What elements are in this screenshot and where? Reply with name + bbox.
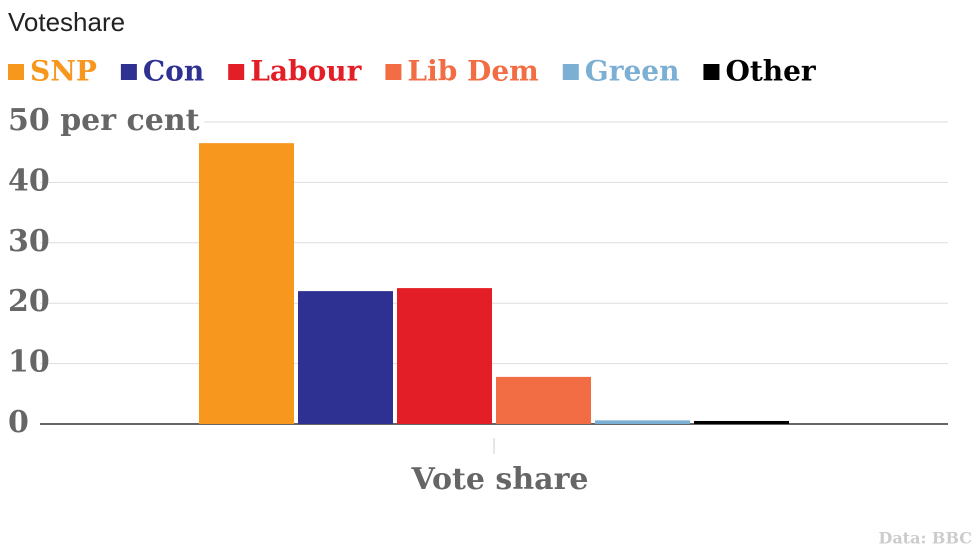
legend-label: Green [585,55,680,88]
bar [694,420,789,424]
y-tick-label: 30 [8,224,50,259]
legend-swatch [385,64,402,80]
legend-label: Con [143,55,204,88]
y-tick-label: 20 [8,284,50,319]
tick-label-bg [6,103,204,138]
legend-swatch [562,64,579,80]
bar [496,376,591,424]
bar [595,420,690,424]
legend-swatch [120,64,137,80]
legend-swatch [703,64,720,80]
y-tick-label: 0 [8,405,29,440]
legend-label: SNP [30,55,97,88]
y-tick-label: 50 per cent [8,103,200,138]
legend-swatch [8,64,24,80]
bar [298,291,393,424]
legend-label: Labour [250,55,362,88]
chart-title: Voteshare [8,7,125,37]
legend-label: Other [725,55,816,88]
legend-swatch [228,64,245,80]
y-tick-label: 40 [8,163,50,198]
bar [397,288,492,424]
y-tick-label: 10 [8,345,50,380]
x-axis-label: Vote share [411,462,589,497]
legend-label: Lib Dem [407,55,538,88]
source: Data: BBC [878,529,972,548]
bar [199,143,294,424]
